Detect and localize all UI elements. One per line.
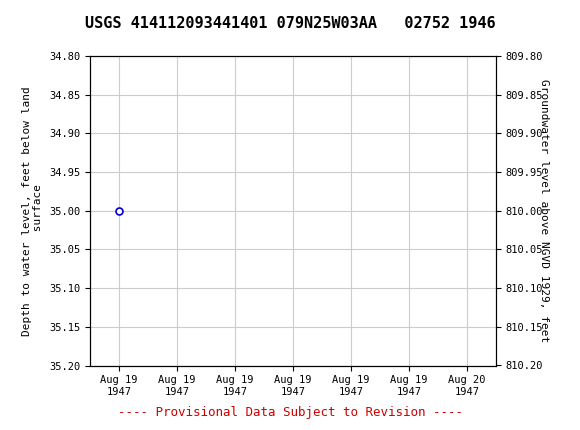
- Text: USGS 414112093441401 079N25W03AA   02752 1946: USGS 414112093441401 079N25W03AA 02752 1…: [85, 16, 495, 31]
- Y-axis label: Depth to water level, feet below land
 surface: Depth to water level, feet below land su…: [22, 86, 44, 335]
- Y-axis label: Groundwater level above NGVD 1929, feet: Groundwater level above NGVD 1929, feet: [539, 79, 549, 342]
- Text: ▓USGS: ▓USGS: [12, 5, 66, 25]
- Text: ---- Provisional Data Subject to Revision ----: ---- Provisional Data Subject to Revisio…: [118, 406, 462, 419]
